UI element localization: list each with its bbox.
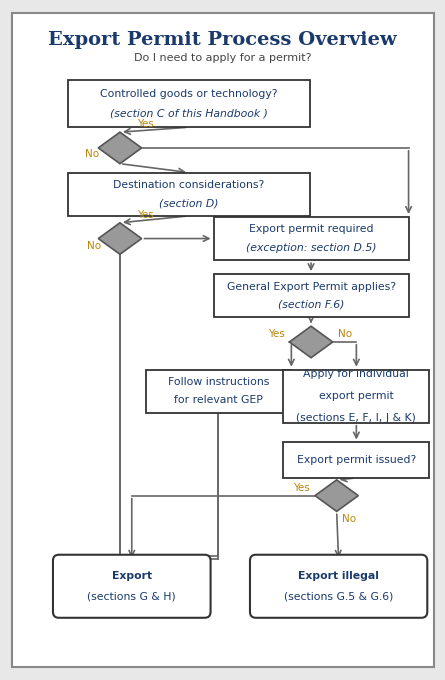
Polygon shape: [315, 480, 358, 511]
Text: (sections G & H): (sections G & H): [87, 592, 176, 602]
Text: No: No: [338, 329, 352, 339]
Text: Yes: Yes: [137, 210, 154, 220]
Text: General Export Permit applies?: General Export Permit applies?: [227, 282, 396, 292]
Text: Destination considerations?: Destination considerations?: [113, 180, 264, 190]
Polygon shape: [98, 132, 142, 164]
Text: (sections G.5 & G.6): (sections G.5 & G.6): [284, 592, 393, 602]
FancyBboxPatch shape: [283, 443, 429, 478]
Text: Controlled goods or technology?: Controlled goods or technology?: [100, 88, 278, 99]
Text: No: No: [87, 241, 101, 252]
Text: (exception: section D.5): (exception: section D.5): [246, 243, 376, 253]
Text: (sections E, F, I, J & K): (sections E, F, I, J & K): [296, 413, 416, 424]
Text: Export Permit Process Overview: Export Permit Process Overview: [48, 31, 397, 48]
Text: No: No: [85, 149, 99, 159]
Text: (section D): (section D): [159, 199, 218, 208]
FancyBboxPatch shape: [214, 217, 409, 260]
FancyBboxPatch shape: [283, 369, 429, 423]
Text: Follow instructions: Follow instructions: [168, 377, 269, 387]
FancyBboxPatch shape: [68, 80, 310, 127]
Text: Yes: Yes: [268, 329, 284, 339]
FancyBboxPatch shape: [214, 274, 409, 318]
Text: export permit: export permit: [319, 391, 394, 401]
Text: Apply for individual: Apply for individual: [303, 369, 409, 379]
Text: Export permit required: Export permit required: [249, 224, 373, 235]
Text: Export permit issued?: Export permit issued?: [297, 455, 416, 465]
Text: Yes: Yes: [293, 483, 310, 493]
FancyBboxPatch shape: [146, 369, 291, 413]
Text: No: No: [342, 514, 356, 524]
FancyBboxPatch shape: [12, 13, 434, 667]
Text: Yes: Yes: [137, 119, 154, 129]
FancyBboxPatch shape: [68, 173, 310, 216]
Text: (section C of this Handbook ): (section C of this Handbook ): [110, 109, 268, 118]
Text: Export illegal: Export illegal: [298, 571, 379, 581]
FancyBboxPatch shape: [53, 555, 210, 618]
Text: (section F.6): (section F.6): [278, 300, 344, 310]
Polygon shape: [98, 223, 142, 254]
Text: Export: Export: [112, 571, 152, 581]
Text: for relevant GEP: for relevant GEP: [174, 395, 263, 405]
Polygon shape: [289, 326, 333, 358]
FancyBboxPatch shape: [250, 555, 427, 618]
Text: Do I need to apply for a permit?: Do I need to apply for a permit?: [134, 53, 311, 63]
